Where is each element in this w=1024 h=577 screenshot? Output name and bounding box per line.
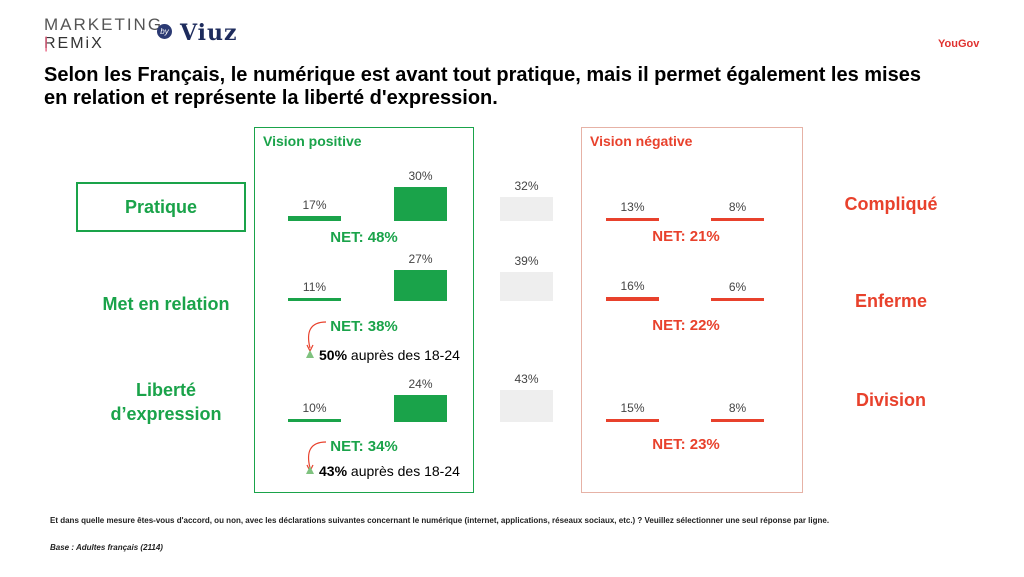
by-badge: by [157, 24, 172, 39]
label-liberte-expression: Liberté d’expression [76, 378, 256, 426]
bar-value-label: 10% [302, 401, 327, 415]
positive-panel-heading: Vision positive [263, 133, 362, 149]
page-title: Selon les Français, le numérique est ava… [44, 64, 921, 109]
label-pratique: Pratique [76, 182, 246, 232]
negative-panel [581, 127, 803, 493]
youth-text: auprès des 18-24 [347, 347, 460, 363]
label-division: Division [855, 390, 926, 410]
positive-bar-2 [394, 270, 447, 301]
bar-value-label: 30% [408, 169, 433, 184]
bar-value-label: 16% [620, 278, 645, 293]
youth-value: 50% [319, 347, 348, 363]
net-pratique: NET: 48% [330, 229, 398, 246]
positive-bar-1 [288, 419, 341, 422]
negative-bar-1 [606, 296, 659, 301]
label-met-en-relation: Met en relation [102, 294, 230, 314]
positive-panel [254, 127, 474, 493]
base-note: Base : Adultes français (2114) [50, 543, 163, 552]
net-liberte: NET: 34% [330, 438, 398, 455]
negative-bar-2 [711, 419, 764, 422]
negative-panel-heading: Vision négative [590, 133, 693, 149]
up-triangle-icon [306, 350, 314, 358]
bar-value-label: 8% [728, 401, 747, 415]
bar-value-label: 24% [408, 376, 433, 391]
brand-bar: | [44, 35, 51, 52]
net-division: NET: 23% [652, 436, 720, 453]
viuz-logo: Viuz [180, 20, 238, 46]
net-complique: NET: 21% [652, 228, 720, 245]
net-met-en-relation: NET: 38% [330, 318, 398, 335]
bar-value-label: 8% [728, 200, 747, 214]
positive-bar-1 [288, 215, 341, 221]
bar-value-label: 43% [514, 371, 539, 386]
neutral-bar [500, 197, 553, 221]
yougov-logo: YouGov [938, 38, 980, 50]
marketing-remix-logo: MARKETING | REMiX [44, 16, 163, 54]
label-enferme: Enferme [854, 291, 928, 311]
negative-bar-1 [606, 419, 659, 422]
positive-bar-2 [394, 187, 447, 221]
bar-value-label: 32% [514, 179, 539, 193]
youth-note-relation: 50% auprès des 18-24 [319, 347, 460, 363]
bar-value-label: 17% [302, 197, 327, 212]
youth-text: auprès des 18-24 [347, 463, 460, 479]
bar-value-label: 6% [728, 280, 747, 294]
neutral-bar [500, 389, 553, 422]
bar-value-label: 11% [302, 280, 327, 294]
up-triangle-icon [306, 466, 314, 474]
bar-value-label: 39% [514, 253, 539, 268]
youth-note-liberte: 43% auprès des 18-24 [319, 463, 460, 479]
negative-bar-1 [606, 218, 659, 221]
negative-bar-2 [711, 298, 764, 301]
brand-line2: REMiX [44, 35, 104, 52]
bar-value-label: 13% [620, 200, 645, 214]
label-liberte-line1: Liberté [135, 380, 196, 400]
neutral-bar [500, 271, 553, 301]
youth-value: 43% [319, 463, 348, 479]
label-liberte-line2: d’expression [110, 404, 222, 424]
positive-bar-2 [394, 394, 447, 422]
brand-line1: MARKETING [44, 15, 164, 34]
positive-bar-1 [288, 298, 341, 301]
label-complique: Compliqué [844, 194, 938, 214]
question-footnote: Et dans quelle mesure êtes-vous d'accord… [50, 516, 830, 525]
negative-bar-2 [711, 218, 764, 221]
bar-value-label: 27% [408, 252, 433, 267]
bar-value-label: 15% [620, 401, 645, 415]
net-enferme: NET: 22% [652, 317, 720, 334]
